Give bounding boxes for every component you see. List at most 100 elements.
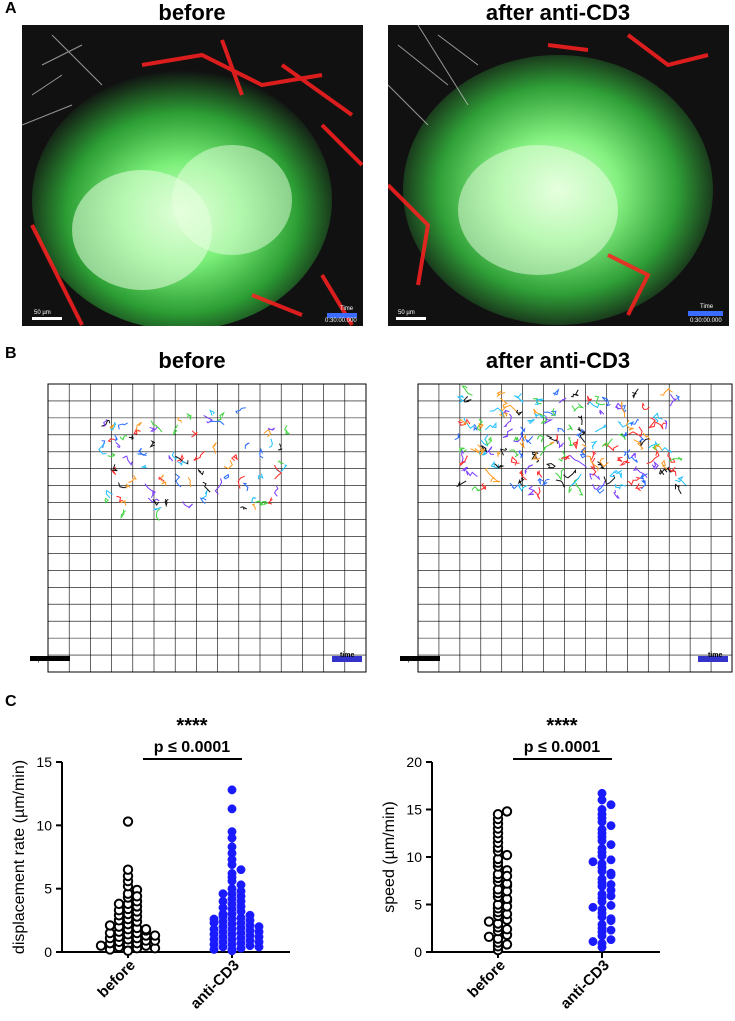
data-point — [501, 806, 513, 817]
cell-track — [576, 428, 586, 439]
cell-track — [485, 436, 492, 446]
cell-track — [492, 477, 501, 483]
cell-track — [527, 485, 535, 496]
time-colorbar — [332, 656, 362, 662]
cell-track — [518, 483, 528, 492]
cell-track — [520, 426, 526, 442]
cell-track — [517, 476, 525, 485]
y-tick-label: 10 — [36, 817, 52, 833]
cell-track — [476, 418, 483, 432]
cell-track — [209, 420, 225, 426]
cell-track — [552, 388, 560, 396]
cell-track — [177, 460, 187, 466]
x-tick-label: anti-CD3 — [557, 957, 613, 1013]
cell-track — [171, 451, 178, 461]
cell-track — [599, 409, 605, 415]
cell-track — [101, 419, 111, 427]
cell-track — [480, 482, 487, 491]
cell-track — [461, 385, 473, 396]
time-label-a-right: Time — [700, 304, 714, 310]
cell-track — [668, 456, 683, 462]
cell-track — [603, 474, 616, 486]
data-point — [606, 935, 616, 945]
cell-track — [114, 435, 118, 442]
cell-track — [161, 481, 167, 486]
cell-track — [557, 440, 565, 449]
cell-track — [641, 402, 650, 411]
cell-track — [545, 462, 556, 469]
cell-track — [534, 413, 546, 419]
cell-track — [454, 433, 461, 441]
data-point — [597, 805, 607, 814]
cell-track — [531, 451, 539, 456]
significance-p: p ≤ 0.0001 — [524, 739, 600, 756]
cell-track — [109, 422, 117, 431]
cell-track — [485, 446, 495, 455]
cell-track — [633, 439, 644, 451]
cell-track — [107, 452, 116, 458]
data-point — [227, 804, 237, 814]
cell-track — [456, 394, 465, 404]
cell-track — [675, 476, 687, 486]
cell-track — [661, 459, 668, 470]
cell-track — [534, 398, 544, 405]
cell-track — [674, 483, 682, 495]
cell-track — [463, 396, 472, 403]
cell-track — [646, 449, 660, 465]
cell-track — [587, 400, 600, 409]
scale-label-a-left: 50 µm — [34, 310, 51, 316]
cell-track — [497, 450, 501, 457]
cell-track — [618, 433, 626, 441]
data-point — [588, 902, 598, 912]
cell-track — [563, 468, 577, 479]
track-grid-before-svg — [30, 383, 367, 673]
cell-track — [149, 426, 158, 432]
cell-track — [273, 464, 283, 480]
cell-track — [669, 393, 678, 407]
cell-track — [533, 486, 541, 500]
cell-track — [470, 447, 485, 455]
cell-track — [569, 454, 587, 469]
cell-track — [642, 432, 651, 441]
cell-track — [459, 419, 469, 426]
cell-track — [199, 497, 207, 504]
cell-track — [278, 443, 283, 451]
scale-bar — [400, 656, 440, 661]
cell-track — [164, 498, 169, 508]
data-point — [597, 874, 607, 884]
y-tick-label: 0 — [44, 944, 52, 960]
cell-track — [536, 434, 545, 443]
data-point — [140, 924, 152, 935]
cell-track — [518, 450, 524, 459]
scale-label-b-left: 50µm — [30, 656, 48, 663]
cell-track — [268, 438, 273, 448]
micrograph-after — [388, 25, 729, 326]
data-point — [218, 896, 228, 906]
data-point — [122, 945, 134, 956]
cell-track — [571, 403, 585, 412]
cell-track — [223, 459, 234, 470]
cell-track — [597, 461, 606, 470]
cell-track — [237, 475, 245, 489]
cell-track — [561, 454, 570, 461]
data-point — [606, 840, 616, 850]
cell-track — [277, 460, 284, 465]
data-point — [131, 891, 143, 902]
cell-track — [137, 452, 148, 456]
cell-track — [558, 450, 566, 462]
cell-track — [480, 445, 488, 453]
data-point — [501, 924, 513, 935]
displacement-rate-chart: 0 5 10 15 displacement rate (µm/min) before an… — [11, 715, 290, 1012]
cell-track — [177, 417, 182, 423]
cell-track — [267, 427, 276, 431]
cell-track — [251, 503, 256, 510]
cell-track — [140, 465, 148, 469]
cell-track — [661, 447, 673, 453]
cell-track — [648, 417, 656, 429]
data-point — [606, 800, 616, 810]
time-value-a-left: 0:30:00.000 — [325, 318, 357, 324]
cell-track — [500, 447, 508, 456]
cell-track — [572, 438, 579, 450]
cell-track — [635, 483, 643, 492]
micrograph-before — [22, 25, 363, 326]
